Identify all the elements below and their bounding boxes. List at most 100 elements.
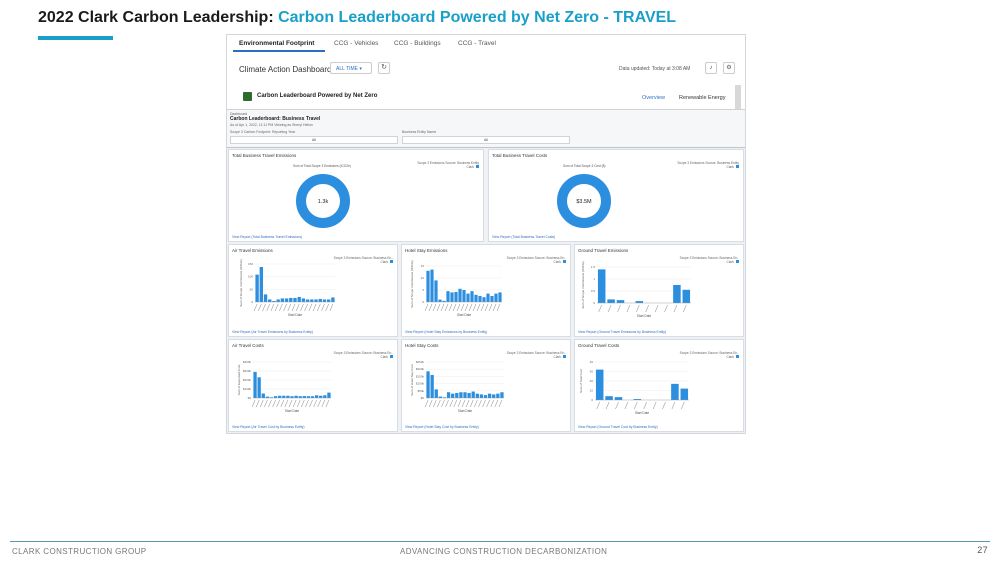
bar[interactable] xyxy=(451,393,455,398)
bar[interactable] xyxy=(276,299,280,302)
bar[interactable] xyxy=(282,395,286,398)
bar[interactable] xyxy=(284,298,289,302)
filter-business-entity[interactable]: All xyxy=(402,136,570,144)
overview-link[interactable]: Overview xyxy=(642,95,665,101)
bar[interactable] xyxy=(597,269,606,303)
bar[interactable] xyxy=(479,394,484,398)
bar[interactable] xyxy=(474,294,478,302)
bar[interactable] xyxy=(298,396,302,398)
bar[interactable] xyxy=(459,392,463,398)
view-report-link[interactable]: View Report (Hotel Stay Cost by Business… xyxy=(405,425,479,429)
bar[interactable] xyxy=(605,396,613,400)
bar[interactable] xyxy=(430,269,434,302)
bar[interactable] xyxy=(494,293,498,302)
bar[interactable] xyxy=(633,399,642,400)
bar[interactable] xyxy=(269,397,274,398)
bar[interactable] xyxy=(680,388,689,400)
bar[interactable] xyxy=(426,270,430,302)
bar[interactable] xyxy=(470,291,474,302)
bar[interactable] xyxy=(682,289,691,303)
view-report-link[interactable]: View Report (Total Business Travel Costs… xyxy=(492,235,556,239)
bar[interactable] xyxy=(475,393,479,398)
bar[interactable] xyxy=(255,274,259,302)
bell-icon[interactable]: ♪ xyxy=(705,62,717,74)
bar[interactable] xyxy=(426,371,430,398)
bar[interactable] xyxy=(458,288,462,302)
bar[interactable] xyxy=(286,395,290,398)
bar[interactable] xyxy=(322,299,327,302)
bar[interactable] xyxy=(327,299,331,302)
bar[interactable] xyxy=(498,292,502,302)
bar[interactable] xyxy=(673,285,681,303)
bar[interactable] xyxy=(486,293,490,302)
bar[interactable] xyxy=(297,296,301,302)
bar[interactable] xyxy=(314,395,319,398)
scrollbar[interactable] xyxy=(735,85,741,109)
tab-environmental-footprint[interactable]: Environmental Footprint xyxy=(239,40,315,47)
bar[interactable] xyxy=(595,369,604,400)
view-report-link[interactable]: View Report (Ground Travel Cost by Busin… xyxy=(578,425,658,429)
bar[interactable] xyxy=(302,396,306,398)
bar[interactable] xyxy=(446,392,451,398)
bar[interactable] xyxy=(327,392,331,398)
bar[interactable] xyxy=(467,392,471,398)
tab-ccg-buildings[interactable]: CCG - Buildings xyxy=(394,40,441,47)
bar[interactable] xyxy=(454,291,458,302)
bar[interactable] xyxy=(616,300,625,303)
bar[interactable] xyxy=(310,299,314,302)
bar[interactable] xyxy=(490,296,494,302)
bar[interactable] xyxy=(462,290,466,302)
bar[interactable] xyxy=(301,298,306,302)
bar[interactable] xyxy=(331,297,335,302)
bar[interactable] xyxy=(455,392,459,398)
bar[interactable] xyxy=(434,389,438,398)
bar[interactable] xyxy=(263,294,268,302)
bar[interactable] xyxy=(671,383,679,400)
bar[interactable] xyxy=(293,297,297,302)
bar[interactable] xyxy=(607,299,615,303)
bar[interactable] xyxy=(259,267,263,302)
bar[interactable] xyxy=(450,292,454,302)
bar[interactable] xyxy=(635,301,644,303)
bar[interactable] xyxy=(272,300,276,302)
renewable-energy-link[interactable]: Renewable Energy xyxy=(679,95,726,101)
bar[interactable] xyxy=(294,395,298,398)
bar[interactable] xyxy=(471,391,475,398)
bar[interactable] xyxy=(434,280,438,302)
bar[interactable] xyxy=(261,393,265,399)
bar[interactable] xyxy=(614,397,623,400)
bar[interactable] xyxy=(323,395,327,398)
bar[interactable] xyxy=(438,299,442,302)
bar[interactable] xyxy=(500,392,504,398)
bar[interactable] xyxy=(438,396,443,398)
tab-ccg-travel[interactable]: CCG - Travel xyxy=(458,40,496,47)
bar[interactable] xyxy=(314,299,318,302)
bar[interactable] xyxy=(290,396,294,398)
bar[interactable] xyxy=(487,393,492,398)
bar[interactable] xyxy=(253,371,257,398)
bar[interactable] xyxy=(310,396,315,398)
gear-icon[interactable]: ⚙ xyxy=(723,62,735,74)
bar[interactable] xyxy=(268,299,272,302)
bar[interactable] xyxy=(442,397,447,398)
view-report-link[interactable]: View Report (Air Travel Cost by Business… xyxy=(232,425,305,429)
bar[interactable] xyxy=(430,374,434,398)
bar[interactable] xyxy=(257,377,261,398)
bar[interactable] xyxy=(496,393,500,398)
view-report-link[interactable]: View Report (Total Business Travel Emiss… xyxy=(232,235,303,239)
view-report-link[interactable]: View Report (Air Travel Emissions by Bus… xyxy=(232,330,313,334)
bar[interactable] xyxy=(319,395,323,398)
bar[interactable] xyxy=(466,293,470,302)
bar[interactable] xyxy=(478,296,482,302)
view-report-link[interactable]: View Report (Ground Travel Emissions by … xyxy=(578,330,667,334)
bar[interactable] xyxy=(305,299,310,302)
refresh-icon[interactable]: ↻ xyxy=(378,62,390,74)
bar[interactable] xyxy=(492,394,496,398)
bar[interactable] xyxy=(463,392,467,398)
bar[interactable] xyxy=(265,396,270,398)
tab-ccg-vehicles[interactable]: CCG - Vehicles xyxy=(334,40,379,47)
bar[interactable] xyxy=(273,396,278,398)
time-filter-dropdown[interactable]: ALL TIME ▾ xyxy=(330,62,372,74)
bar[interactable] xyxy=(306,396,311,398)
bar[interactable] xyxy=(278,395,282,398)
